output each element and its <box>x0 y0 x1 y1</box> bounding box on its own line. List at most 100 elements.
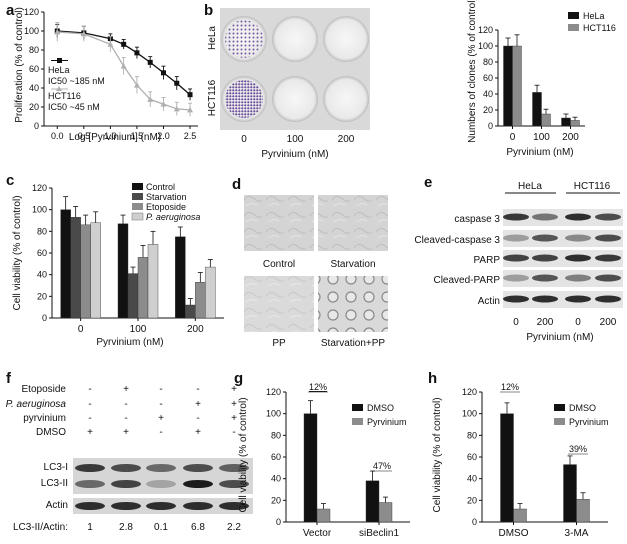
blot-f-cond-sign-3-1: + <box>123 427 129 438</box>
blot-e-strip-1 <box>503 230 623 247</box>
blot-e-row-actin: Actin <box>478 296 500 307</box>
blot-f-cond-sign-3-2: - <box>159 427 162 438</box>
blot-f-ratio-3: 6.8 <box>191 522 205 533</box>
legend-h-dmso-swatch <box>554 404 565 411</box>
chart-g-xtick-label-0: Vector <box>303 528 332 539</box>
blot-e-strip-4 <box>503 291 623 308</box>
chart-a-ytick-label-0: 0 <box>34 121 39 131</box>
chart-a-xtick-label-2.0: 2.0 <box>157 131 170 141</box>
chart-g-ytick-label-60: 60 <box>271 452 281 462</box>
chart-g-annot-vector: 12% <box>309 382 327 392</box>
blot-e-band-1-3 <box>595 234 621 242</box>
blot-e-band-4-3 <box>595 295 621 303</box>
chart-c-ytick-label-40: 40 <box>37 270 47 280</box>
chart-c-xtick-label-1: 100 <box>130 324 147 335</box>
plate-col-label-200: 200 <box>338 134 355 145</box>
legend-h-dmso: DMSO <box>569 403 596 413</box>
panel-letter-b: b <box>204 2 214 19</box>
blot-e-strip-3 <box>503 270 623 287</box>
chart-h-ytick-label-80: 80 <box>467 430 477 440</box>
blot-f-ratio-4: 2.2 <box>227 522 241 533</box>
legend-h-pyr: Pyrvinium <box>569 417 609 427</box>
blot-e-row-parp: PARP <box>474 255 501 266</box>
chart-c-ytick-label-100: 100 <box>32 205 47 215</box>
chart-h-annot-3ma: 39% <box>569 444 587 454</box>
blot-e-band-0-0 <box>503 213 529 221</box>
blot-e-band-3-0 <box>503 274 529 282</box>
blot-e-row-cleaved-parp: Cleaved-PARP <box>433 275 500 286</box>
blot-f-row-actin: Actin <box>46 500 68 511</box>
blot-f-cond-sign-2-4: + <box>231 413 237 424</box>
well-hct116-100 <box>272 76 318 122</box>
well-hct116-0-colonies <box>225 80 263 118</box>
chart-a-ytick-label-120: 120 <box>24 7 39 17</box>
blot-f-cond-label-3: DMSO <box>36 427 66 438</box>
chart-g-ytick-label-40: 40 <box>271 474 281 484</box>
chart-c-ylabel: Cell viability (% of control) <box>12 195 23 310</box>
blot-e-band-3-3 <box>595 274 621 282</box>
chart-a-xtick-label-1.5: 1.5 <box>131 131 144 141</box>
legend-h-pyr-swatch <box>554 418 565 425</box>
blot-e-band-4-2 <box>565 295 591 303</box>
blot-e-xlabel: Pyrvinium (nM) <box>526 332 593 343</box>
blot-f-band-actin-1 <box>111 502 141 510</box>
chart-g-ylabel: Cell viability (% of control) <box>238 397 249 512</box>
chart-h-bar-dmso-1 <box>563 464 577 523</box>
panel-letter-a: a <box>6 2 15 19</box>
chart-a-legend: HeLa IC50 ~185 nM HCT116 IC50 ~45 nM <box>48 58 105 112</box>
blot-f-band-lc3i-3 <box>183 464 213 472</box>
chart-b-xtick-label-1: 100 <box>533 132 550 143</box>
blot-e-row-cleaved-caspase3: Cleaved-caspase 3 <box>414 235 500 246</box>
chart-c-legend: Control Starvation Etoposide P. aerugino… <box>131 182 200 222</box>
blot-e-band-3-2 <box>565 274 591 282</box>
chart-a-point-hela-3 <box>121 41 127 47</box>
chart-a-point-hct116-2 <box>107 41 114 47</box>
blot-e-strip-2 <box>503 250 623 267</box>
chart-g-annot-beclin: 47% <box>373 461 391 471</box>
chart-g-ytick-label-100: 100 <box>266 409 281 419</box>
blot-f-band-lc3ii-0 <box>75 480 105 488</box>
blot-f-cond-sign-3-3: + <box>195 427 201 438</box>
chart-b-xlabel: Pyrvinium (nM) <box>506 147 573 158</box>
chart-g-ytick-label-120: 120 <box>266 387 281 397</box>
chart-h-ytick-label-0: 0 <box>472 517 477 527</box>
legend-b-hct116-swatch <box>568 24 579 31</box>
chart-c-ytick-label-0: 0 <box>42 313 47 323</box>
chart-a-point-hela-8 <box>187 92 193 98</box>
blot-f-band-lc3ii-3 <box>183 480 213 488</box>
blot-f-band-actin-0 <box>75 502 105 510</box>
chart-b-ylabel: Numbers of clones (% of control) <box>467 0 478 143</box>
plate-row-label-hela: HeLa <box>207 26 218 50</box>
chart-h-xtick-label-1: 3-MA <box>565 528 589 539</box>
chart-a-point-hct116-1 <box>80 30 87 37</box>
blot-f-ratio-1: 2.8 <box>119 522 133 533</box>
chart-a-ytick-label-20: 20 <box>29 102 39 112</box>
chart-c-ytick-label-60: 60 <box>37 248 47 258</box>
legend-c-starvation: Starvation <box>146 192 187 202</box>
chart-h-xtick-label-0: DMSO <box>499 528 529 539</box>
blot-e-band-1-0 <box>503 234 529 242</box>
blot-f-cond-sign-2-2: + <box>158 413 164 424</box>
chart-b-ytick-label-80: 80 <box>483 57 493 67</box>
chart-a-point-hct116-3 <box>120 63 127 69</box>
chart-b-ytick-label-60: 60 <box>483 73 493 83</box>
panel-letter-c: c <box>6 172 15 189</box>
panel-letter-e: e <box>424 174 433 191</box>
blot-f-ratio-label: LC3-II/Actin: <box>13 522 68 533</box>
micrograph-label-pp: PP <box>272 338 286 349</box>
blot-f-cond-sign-2-0: - <box>88 413 91 424</box>
plate-xlabel: Pyrvinium (nM) <box>261 149 328 160</box>
blot-e-band-4-1 <box>532 295 558 303</box>
chart-a-point-hct116-7 <box>173 105 180 112</box>
chart-a-point-hct116-5 <box>147 96 154 102</box>
chart-a-xlabel: Log [Pyrvinium] (nM) <box>69 132 161 143</box>
legend-hela-ic50: IC50 ~185 nM <box>48 76 105 86</box>
legend-g-pyr: Pyrvinium <box>367 417 407 427</box>
chart-a-point-hela-4 <box>134 50 140 56</box>
chart-a-ytick-label-60: 60 <box>29 64 39 74</box>
